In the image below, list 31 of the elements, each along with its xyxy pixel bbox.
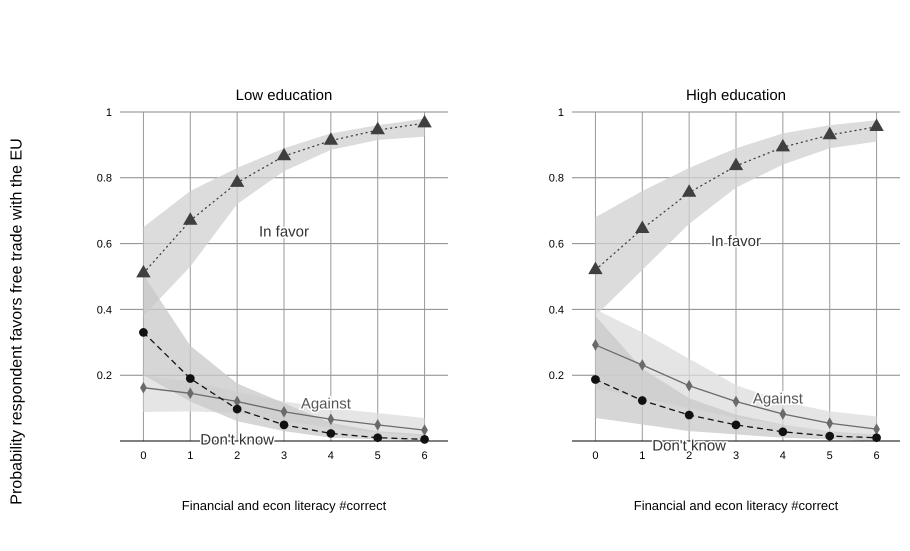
x-tick-label: 6 — [874, 450, 880, 462]
x-tick-label: 1 — [187, 450, 194, 462]
x-tick-label: 1 — [639, 450, 646, 462]
x-tick-label: 5 — [826, 450, 833, 462]
y-axis-title: Probability respondent favors free trade with the EU — [8, 138, 26, 505]
y-tick-label: 1 — [106, 106, 112, 119]
chart-title: High education — [686, 87, 786, 104]
chart-title: Low education — [236, 87, 332, 104]
x-tick-label: 2 — [686, 450, 692, 462]
x-tick-label: 4 — [780, 450, 786, 462]
y-tick-label: 0.2 — [96, 370, 112, 382]
x-tick-label: 0 — [592, 450, 598, 462]
x-tick-label: 3 — [280, 450, 288, 462]
x-tick-label: 5 — [374, 450, 381, 462]
text: In favor — [258, 223, 310, 240]
y-tick-label: 0.4 — [548, 304, 564, 316]
y-tick-label: 0.2 — [548, 370, 564, 382]
y-tick-label: 0.8 — [96, 172, 112, 185]
y-tick-label: 0.8 — [548, 172, 564, 185]
x-axis-title: Financial and econ literacy #correct — [634, 498, 839, 513]
x-tick-label: 4 — [328, 450, 334, 462]
x-axis-title: Financial and econ literacy #correct — [182, 498, 387, 513]
y-tick-label: 1 — [558, 106, 564, 119]
y-tick-label: 0.6 — [548, 238, 564, 250]
x-tick-label: 6 — [422, 450, 428, 462]
x-tick-label: 2 — [234, 450, 240, 462]
y-tick-label: 0.4 — [96, 304, 112, 316]
x-tick-label: 0 — [140, 450, 146, 462]
y-tick-label: 0.6 — [96, 238, 112, 250]
x-tick-label: 3 — [732, 450, 740, 462]
series-label: Against — [752, 390, 804, 408]
